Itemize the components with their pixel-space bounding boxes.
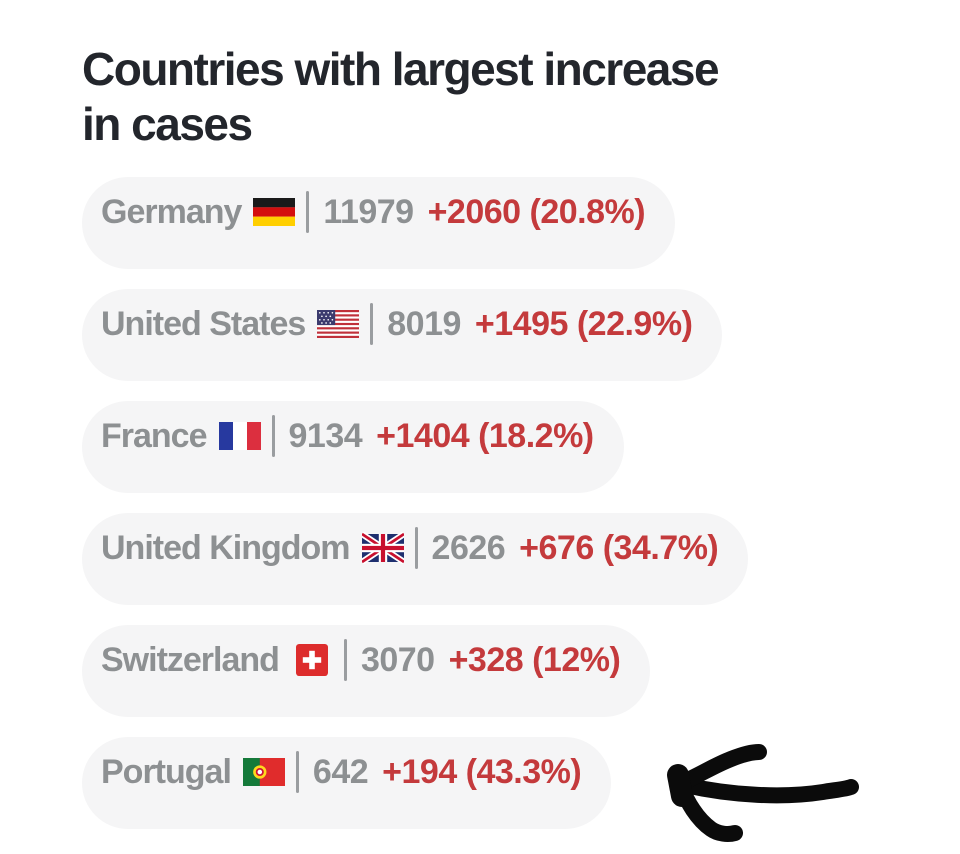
- country-name: Switzerland: [101, 640, 280, 679]
- case-increase-value: +1495 (22.9%): [474, 304, 693, 343]
- united-states-flag-icon: [317, 308, 359, 340]
- separator-bar: [414, 527, 418, 569]
- country-row-content: United States 8019 +1495 (22.9%): [101, 303, 693, 345]
- title-line-2: in cases: [82, 98, 253, 150]
- country-row-content: Switzerland 3070 +328 (12%): [101, 639, 621, 681]
- france-flag-icon: [219, 420, 261, 452]
- separator-bar: [271, 415, 275, 457]
- case-increase-value: +2060 (20.8%): [427, 192, 646, 231]
- total-cases-value: 642: [312, 752, 369, 791]
- country-row-portugal[interactable]: Portugal 642 +194 (43.3%): [82, 737, 612, 829]
- separator-bar: [370, 303, 374, 345]
- total-cases-value: 11979: [323, 192, 414, 231]
- switzerland-flag-icon: [291, 644, 333, 676]
- title-line-1: Countries with largest increase: [82, 43, 720, 95]
- total-cases-value: 8019: [387, 304, 461, 343]
- country-row-content: United Kingdom 2626 +676 (34.7%): [101, 527, 719, 569]
- country-row-united-kingdom[interactable]: United Kingdom 2626 +676 (34.7%): [82, 513, 749, 605]
- country-name: France: [101, 416, 207, 455]
- country-row-france[interactable]: France 9134 +1404 (18.2%): [82, 401, 624, 493]
- hand-drawn-arrow-annotation: [667, 744, 859, 842]
- total-cases-value: 9134: [288, 416, 363, 455]
- country-row-content: France 9134 +1404 (18.2%): [101, 415, 594, 457]
- country-list: Germany 11979 +2060 (20.8%) United State…: [82, 177, 749, 829]
- total-cases-value: 3070: [360, 640, 435, 679]
- country-row-switzerland[interactable]: Switzerland 3070 +328 (12%): [82, 625, 651, 717]
- united-kingdom-flag-icon: [362, 532, 404, 564]
- separator-bar: [343, 639, 347, 681]
- case-increase-value: +328 (12%): [448, 640, 621, 679]
- total-cases-value: 2626: [431, 528, 506, 567]
- country-name: Portugal: [101, 752, 232, 791]
- case-increase-value: +1404 (18.2%): [376, 416, 594, 455]
- page-title: Countries with largest increase in cases: [82, 42, 882, 152]
- country-name: United States: [101, 304, 306, 343]
- case-increase-value: +194 (43.3%): [382, 752, 582, 791]
- portugal-flag-icon: [243, 756, 285, 788]
- separator-bar: [306, 191, 310, 233]
- country-row-content: Portugal 642 +194 (43.3%): [101, 751, 582, 793]
- country-name: United Kingdom: [101, 528, 351, 567]
- country-row-content: Germany 11979 +2060 (20.8%): [101, 191, 646, 233]
- country-row-united-states[interactable]: United States 8019 +1495 (22.9%): [82, 289, 723, 381]
- country-name: Germany: [101, 192, 242, 231]
- case-increase-value: +676 (34.7%): [519, 528, 719, 567]
- separator-bar: [295, 751, 299, 793]
- germany-flag-icon: [253, 196, 295, 228]
- country-row-germany[interactable]: Germany 11979 +2060 (20.8%): [82, 177, 676, 269]
